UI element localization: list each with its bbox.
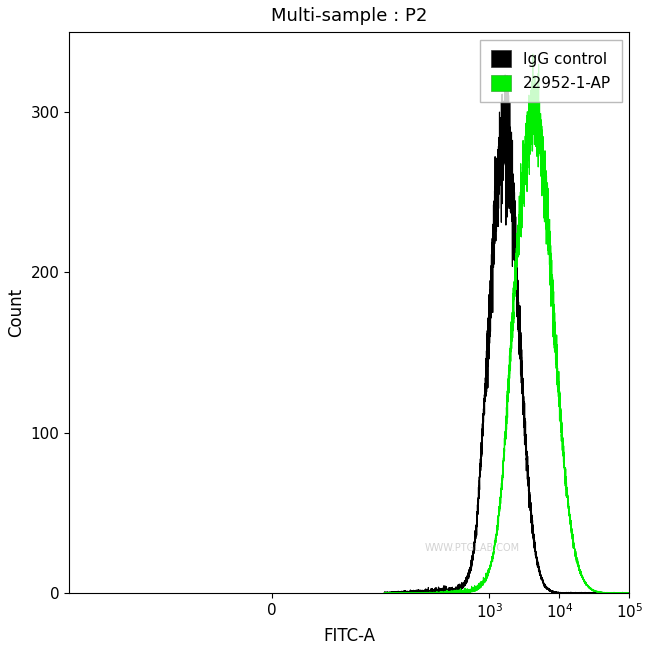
22952-1-AP [480,581,488,589]
IgG control [637,589,645,597]
Line: 22952-1-AP: 22952-1-AP [384,54,644,593]
X-axis label: FITC-A: FITC-A [323,627,375,645]
22952-1-AP [428,589,436,597]
IgG control [549,588,557,596]
22952-1-AP [574,557,582,565]
IgG control [480,415,488,422]
IgG control [593,589,601,597]
22952-1-AP [640,589,647,597]
IgG control [380,589,388,597]
22952-1-AP [529,50,537,58]
22952-1-AP [633,589,641,597]
IgG control [640,589,647,597]
IgG control [574,589,582,597]
Line: IgG control: IgG control [384,75,644,593]
22952-1-AP [380,589,388,597]
IgG control [536,566,543,574]
22952-1-AP [549,298,557,306]
Text: WWW.PTGLAB.COM: WWW.PTGLAB.COM [425,543,520,553]
Legend: IgG control, 22952-1-AP: IgG control, 22952-1-AP [480,40,622,102]
22952-1-AP [536,117,543,125]
Y-axis label: Count: Count [7,288,25,337]
IgG control [428,586,436,594]
Title: Multi-sample : P2: Multi-sample : P2 [271,7,428,25]
22952-1-AP [593,588,601,596]
IgG control [501,71,509,79]
